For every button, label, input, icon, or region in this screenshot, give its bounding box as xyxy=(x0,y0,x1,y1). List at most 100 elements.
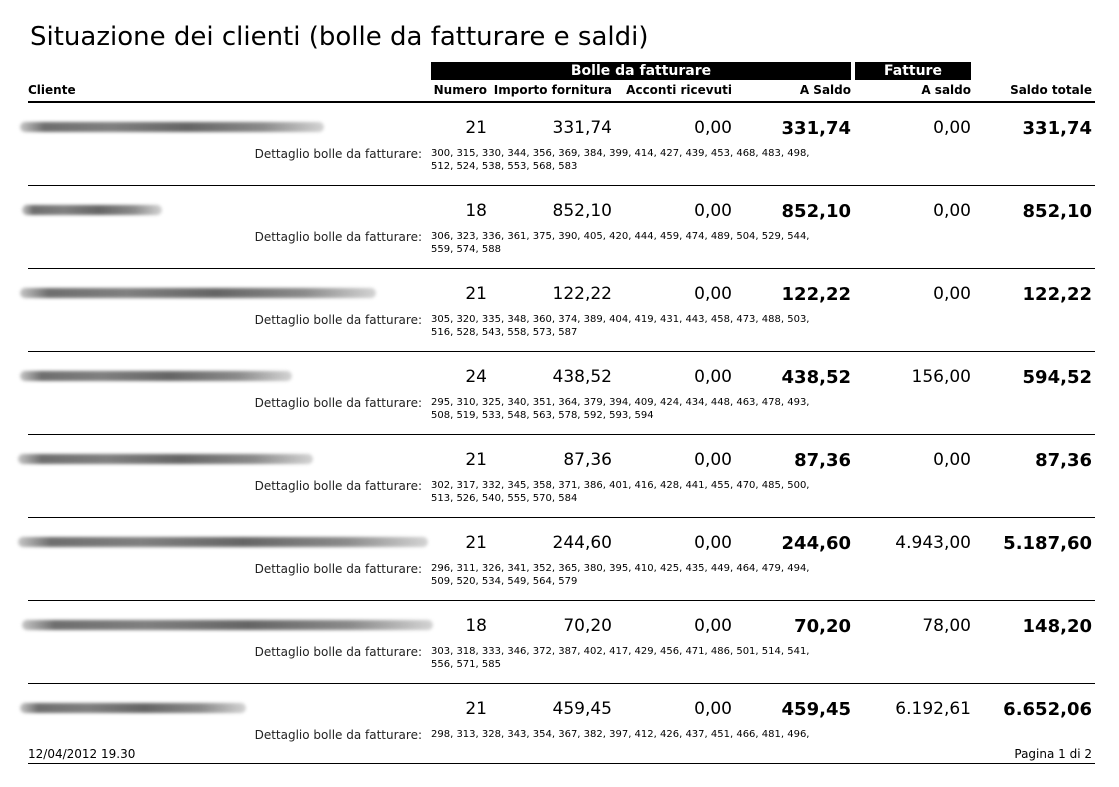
cell-a-saldo: 852,10 xyxy=(781,201,851,222)
col-header-importo: Importo fornitura xyxy=(493,83,612,97)
detail-list: 296, 311, 326, 341, 352, 365, 380, 395, … xyxy=(431,563,810,587)
col-header-acconti: Acconti ricevuti xyxy=(626,83,732,97)
cell-fatture-a-saldo: 4.943,00 xyxy=(895,533,971,553)
cell-fatture-a-saldo: 0,00 xyxy=(933,450,971,470)
cell-saldo-totale: 852,10 xyxy=(1022,201,1092,222)
cell-saldo-totale: 87,36 xyxy=(1035,450,1092,471)
table-row: 24 438,52 0,00 438,52 156,00 594,52 Dettaglio … xyxy=(0,353,1119,436)
cell-a-saldo: 438,52 xyxy=(781,367,851,388)
cell-fatture-a-saldo: 6.192,61 xyxy=(895,699,971,719)
row-separator xyxy=(28,185,1095,186)
client-name-redacted xyxy=(20,371,292,381)
detail-list: 302, 317, 332, 345, 358, 371, 386, 401, … xyxy=(431,480,810,504)
cell-saldo-totale: 148,20 xyxy=(1022,616,1092,637)
cell-saldo-totale: 122,22 xyxy=(1022,284,1092,305)
table-row: 21 459,45 0,00 459,45 6.192,61 6.652,06 Dettag… xyxy=(0,685,1119,768)
cell-saldo-totale: 594,52 xyxy=(1022,367,1092,388)
cell-a-saldo: 331,74 xyxy=(781,118,851,139)
cell-acconti: 0,00 xyxy=(694,450,732,470)
cell-importo: 438,52 xyxy=(552,367,612,387)
cell-a-saldo: 70,20 xyxy=(794,616,851,637)
detail-label: Dettaglio bolle da fatturare: xyxy=(254,479,422,493)
client-name-redacted xyxy=(18,454,313,464)
table-row: 21 244,60 0,00 244,60 4.943,00 5.187,60 Dettag… xyxy=(0,519,1119,602)
cell-importo: 70,20 xyxy=(563,616,612,636)
page-number: Pagina 1 di 2 xyxy=(1014,747,1092,761)
cell-importo: 459,45 xyxy=(552,699,612,719)
client-name-redacted xyxy=(22,620,433,630)
print-datetime: 12/04/2012 19.30 xyxy=(28,747,136,761)
table-row: 18 852,10 0,00 852,10 0,00 852,10 Dettaglio bo… xyxy=(0,187,1119,270)
col-header-numero: Numero xyxy=(433,83,487,97)
table-row: 18 70,20 0,00 70,20 78,00 148,20 Dettaglio bol… xyxy=(0,602,1119,685)
detail-list: 298, 313, 328, 343, 354, 367, 382, 397, … xyxy=(431,729,810,740)
cell-acconti: 0,00 xyxy=(694,201,732,221)
cell-acconti: 0,00 xyxy=(694,118,732,138)
group-header-bolle: Bolle da fatturare xyxy=(431,62,851,80)
cell-importo: 122,22 xyxy=(552,284,612,304)
col-header-saldo-totale: Saldo totale xyxy=(1010,83,1092,97)
footer-rule xyxy=(28,763,1095,764)
cell-saldo-totale: 6.652,06 xyxy=(1003,699,1092,720)
cell-a-saldo: 459,45 xyxy=(781,699,851,720)
cell-acconti: 0,00 xyxy=(694,533,732,553)
cell-acconti: 0,00 xyxy=(694,699,732,719)
table-row: 21 122,22 0,00 122,22 0,00 122,22 Dettaglio bo… xyxy=(0,270,1119,353)
client-name-redacted xyxy=(20,703,246,713)
cell-fatture-a-saldo: 78,00 xyxy=(922,616,971,636)
group-header-fatture: Fatture xyxy=(855,62,971,80)
cell-numero: 21 xyxy=(465,284,487,304)
report-title: Situazione dei clienti (bolle da fattura… xyxy=(30,22,649,52)
col-header-cliente: Cliente xyxy=(28,83,76,97)
cell-a-saldo: 244,60 xyxy=(781,533,851,554)
detail-label: Dettaglio bolle da fatturare: xyxy=(254,396,422,410)
cell-numero: 21 xyxy=(465,450,487,470)
detail-label: Dettaglio bolle da fatturare: xyxy=(254,562,422,576)
cell-fatture-a-saldo: 0,00 xyxy=(933,201,971,221)
cell-numero: 21 xyxy=(465,118,487,138)
cell-fatture-a-saldo: 156,00 xyxy=(911,367,971,387)
client-name-redacted xyxy=(20,122,324,132)
detail-list: 295, 310, 325, 340, 351, 364, 379, 394, … xyxy=(431,397,810,421)
cell-acconti: 0,00 xyxy=(694,616,732,636)
cell-a-saldo: 122,22 xyxy=(781,284,851,305)
col-header-a-saldo: A Saldo xyxy=(799,83,851,97)
cell-importo: 331,74 xyxy=(552,118,612,138)
detail-label: Dettaglio bolle da fatturare: xyxy=(254,230,422,244)
col-header-fatture-a-saldo: A saldo xyxy=(921,83,971,97)
detail-label: Dettaglio bolle da fatturare: xyxy=(254,645,422,659)
cell-saldo-totale: 331,74 xyxy=(1022,118,1092,139)
row-separator xyxy=(28,517,1095,518)
cell-numero: 24 xyxy=(465,367,487,387)
cell-acconti: 0,00 xyxy=(694,284,732,304)
row-separator xyxy=(28,351,1095,352)
client-name-redacted xyxy=(22,205,162,215)
table-row: 21 87,36 0,00 87,36 0,00 87,36 Dettaglio bolle… xyxy=(0,436,1119,519)
detail-list: 303, 318, 333, 346, 372, 387, 402, 417, … xyxy=(431,646,810,670)
header-rule xyxy=(28,101,1095,103)
cell-saldo-totale: 5.187,60 xyxy=(1003,533,1092,554)
cell-importo: 87,36 xyxy=(563,450,612,470)
detail-list: 306, 323, 336, 361, 375, 390, 405, 420, … xyxy=(431,231,810,255)
client-name-redacted xyxy=(20,288,376,298)
row-separator xyxy=(28,600,1095,601)
cell-a-saldo: 87,36 xyxy=(794,450,851,471)
detail-label: Dettaglio bolle da fatturare: xyxy=(254,728,422,742)
cell-numero: 21 xyxy=(465,533,487,553)
cell-fatture-a-saldo: 0,00 xyxy=(933,284,971,304)
client-name-redacted xyxy=(18,537,428,547)
detail-label: Dettaglio bolle da fatturare: xyxy=(254,313,422,327)
cell-numero: 18 xyxy=(465,616,487,636)
cell-numero: 18 xyxy=(465,201,487,221)
row-separator xyxy=(28,683,1095,684)
cell-fatture-a-saldo: 0,00 xyxy=(933,118,971,138)
detail-list: 300, 315, 330, 344, 356, 369, 384, 399, … xyxy=(431,148,810,172)
cell-acconti: 0,00 xyxy=(694,367,732,387)
cell-numero: 21 xyxy=(465,699,487,719)
cell-importo: 852,10 xyxy=(552,201,612,221)
detail-label: Dettaglio bolle da fatturare: xyxy=(254,147,422,161)
row-separator xyxy=(28,434,1095,435)
cell-importo: 244,60 xyxy=(552,533,612,553)
table-row: 21 331,74 0,00 331,74 0,00 331,74 Dettaglio bo… xyxy=(0,104,1119,187)
row-separator xyxy=(28,268,1095,269)
